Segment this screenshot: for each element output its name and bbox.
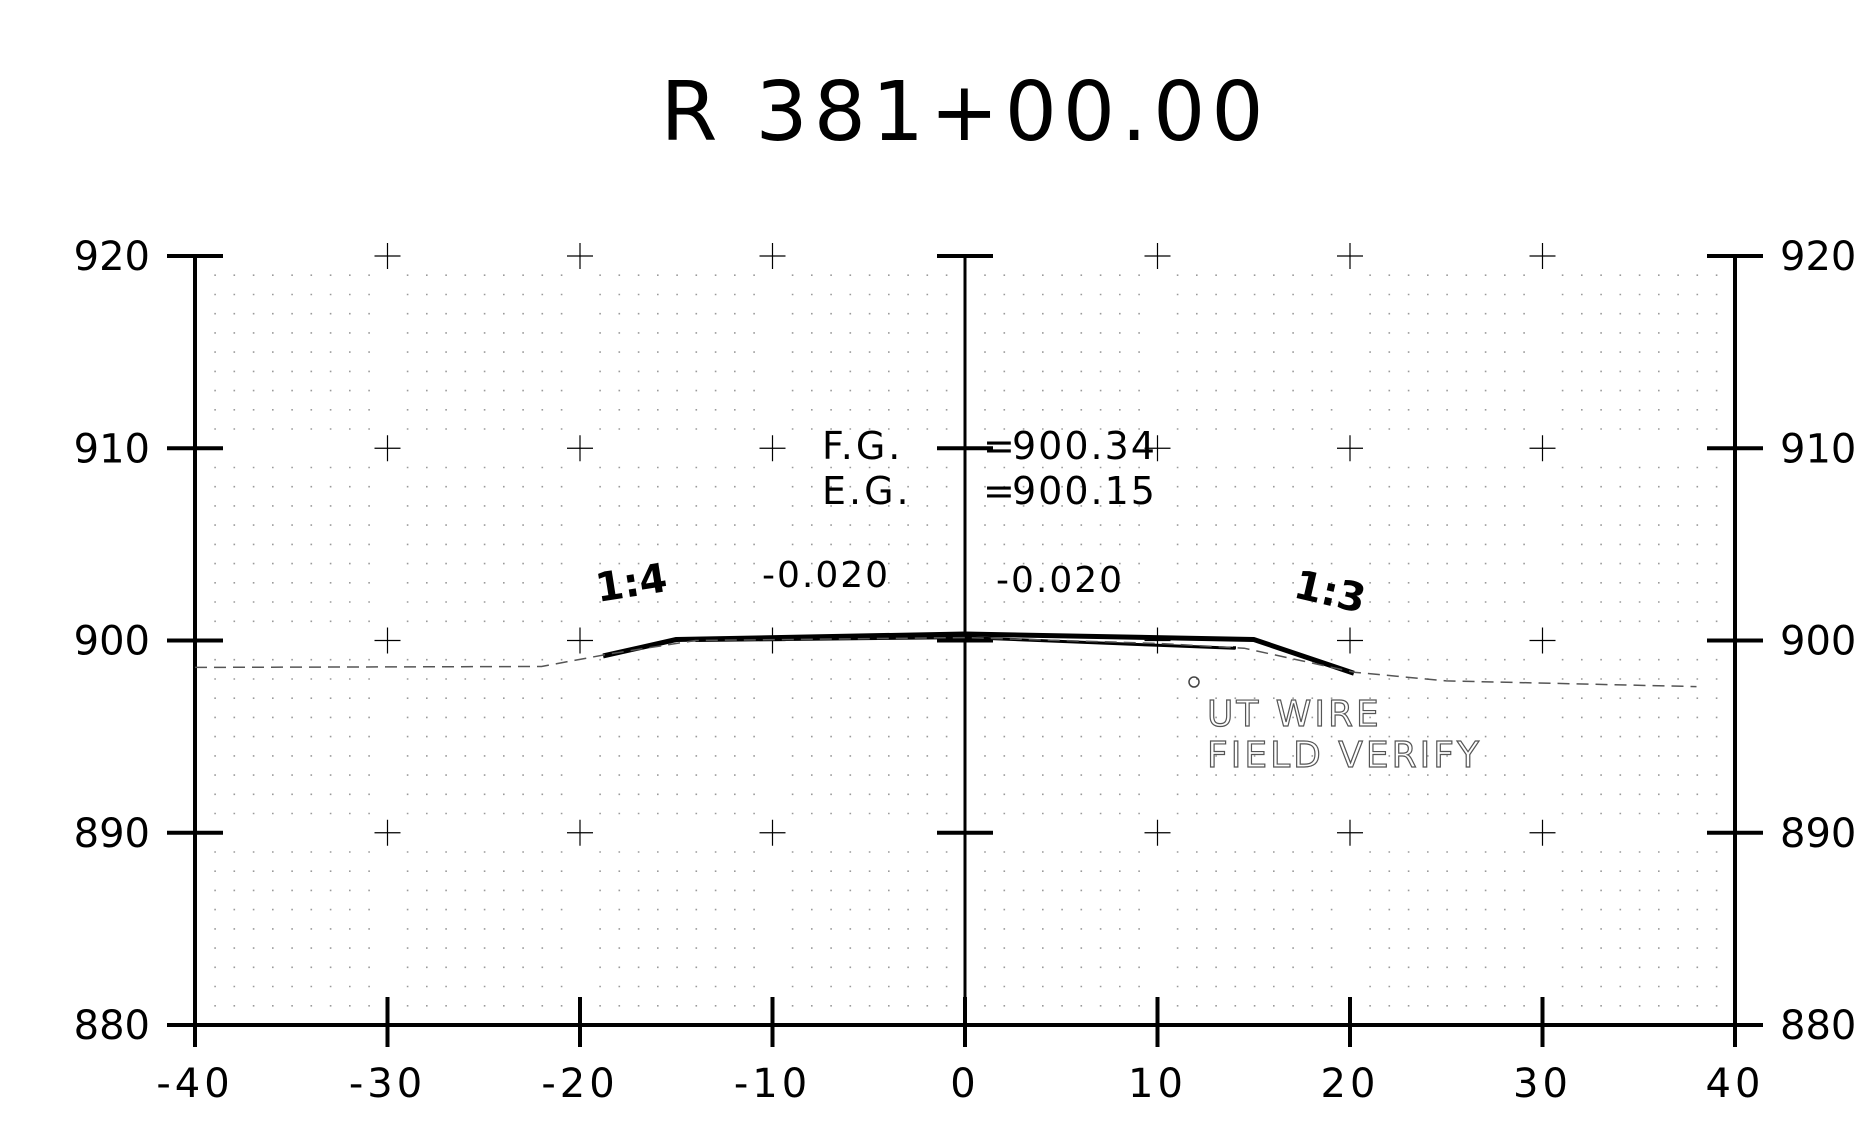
offset-label: 20 [1321, 1061, 1380, 1107]
eg-value: 900.15 [1012, 469, 1157, 513]
utility-note-line2: FIELD VERIFY [1207, 735, 1482, 776]
grid-cross-icon [759, 819, 786, 846]
grid-cross-icon [374, 243, 401, 269]
proposed-grade-line [602, 631, 1355, 676]
grid-cross-icon [374, 627, 401, 654]
fg-equals: = [983, 424, 1015, 468]
grid-cross-icon [1337, 243, 1363, 269]
grid-cross-icon [1144, 243, 1171, 269]
offset-label: -40 [156, 1061, 233, 1107]
utility-note: UT WIRE FIELD VERIFY [1188, 676, 1482, 777]
offset-label: 10 [1128, 1061, 1187, 1107]
grid-cross-icon [759, 435, 786, 462]
offset-label: 40 [1706, 1061, 1765, 1107]
eg-label: E.G. [822, 469, 912, 513]
existing-ground-line [194, 636, 1697, 688]
left-elevation-label: 920 [74, 234, 150, 280]
grid-cross-icon [1529, 243, 1556, 269]
right-elevation-label: 910 [1780, 426, 1856, 472]
grid-cross-icon [1144, 435, 1171, 462]
grid-cross-icon [374, 435, 401, 462]
grid-cross-icon [567, 819, 593, 846]
grid [214, 243, 1718, 1007]
offset-label: -30 [349, 1061, 426, 1107]
grid-cross-icon [1337, 435, 1363, 462]
grid-cross-icon [1529, 819, 1556, 846]
right-elevation-label: 890 [1780, 811, 1856, 857]
proposed-grade-inner-line [695, 636, 1236, 650]
left-elevation-label: 910 [74, 426, 150, 472]
offset-label: -20 [541, 1061, 618, 1107]
side-slope-left-label: 1:4 [592, 555, 670, 612]
grid-cross-icon [567, 243, 593, 269]
grid-cross-icon [1337, 819, 1363, 846]
grid-cross-icon [567, 435, 593, 462]
grid-dots [214, 274, 1718, 1007]
offset-label: 0 [950, 1061, 979, 1107]
right-elevation-label: 900 [1780, 619, 1856, 665]
grid-cross-icon [1144, 627, 1171, 654]
grid-cross-icon [759, 243, 786, 269]
cross-slope-right-label: -0.020 [996, 560, 1124, 601]
grid-cross-icon [1337, 627, 1363, 654]
utility-note-line1: UT WIRE [1207, 694, 1382, 735]
offset-label: 30 [1513, 1061, 1572, 1107]
axes: 880 880 890 890 900 900 910 910 920 920 -40 -30 -20 -… [74, 234, 1857, 1107]
cross-slope-left-label: -0.020 [762, 555, 890, 596]
offset-label: -10 [734, 1061, 811, 1107]
left-elevation-label: 880 [74, 1003, 150, 1049]
grid-cross-icon [567, 627, 593, 654]
left-elevation-label: 890 [74, 811, 150, 857]
fg-value: 900.34 [1012, 424, 1157, 468]
grid-cross-icon [1529, 627, 1556, 654]
grade-elevation-labels: F.G. = 900.34 E.G. = 900.15 [822, 424, 1157, 513]
eg-equals: = [983, 469, 1015, 513]
grid-cross-icon [374, 819, 401, 846]
grid-cross-icon [1529, 435, 1556, 462]
left-elevation-label: 900 [74, 619, 150, 665]
fg-label: F.G. [822, 424, 903, 468]
utility-marker-icon [1188, 676, 1200, 688]
side-slope-right-label: 1:3 [1290, 562, 1370, 623]
right-elevation-label: 880 [1780, 1003, 1856, 1049]
grid-cross-icon [1144, 819, 1171, 846]
station-title: R 381+00.00 [660, 65, 1269, 160]
profile-lines [194, 631, 1697, 688]
right-elevation-label: 920 [1780, 234, 1856, 280]
